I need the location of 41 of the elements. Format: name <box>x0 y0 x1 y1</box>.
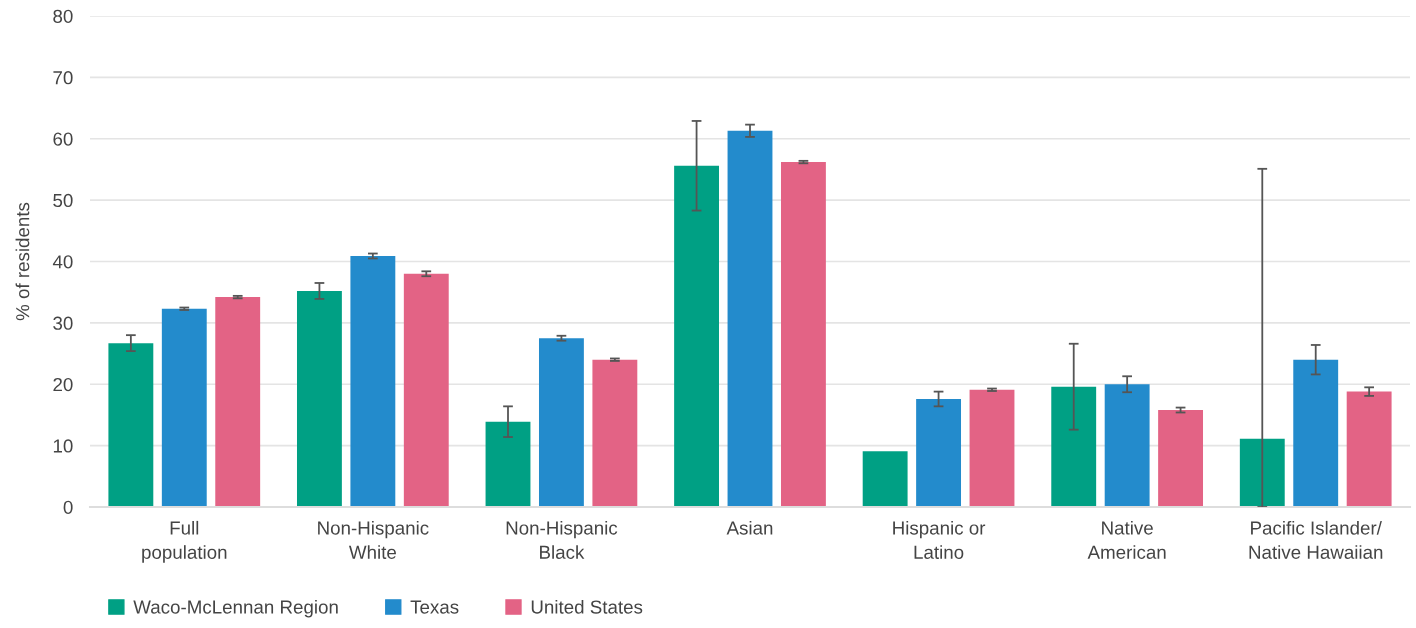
y-tick-label: 10 <box>53 439 73 453</box>
bar <box>780 162 826 507</box>
bar <box>1346 391 1392 507</box>
x-tick-label: Non-Hispanic Black <box>506 520 618 559</box>
y-tick-label: 60 <box>53 132 73 146</box>
legend-label: United States <box>531 599 643 614</box>
bar <box>727 130 773 507</box>
y-tick-label: 50 <box>53 193 73 208</box>
x-tick-label: Pacific Islander/ Native Hawaiian <box>1249 520 1383 559</box>
bar <box>592 359 638 507</box>
bar <box>916 398 962 507</box>
bar <box>1293 359 1339 507</box>
bar <box>1239 438 1285 507</box>
bar <box>485 421 531 507</box>
x-tick-label: Native American <box>1087 520 1166 559</box>
bar <box>538 338 584 507</box>
y-tick-label: 70 <box>53 71 73 85</box>
y-tick-label: 30 <box>53 316 73 330</box>
bar <box>674 165 720 507</box>
bar <box>215 297 261 507</box>
bar <box>1158 410 1204 507</box>
y-tick-label: 0 <box>63 500 73 514</box>
bar <box>1104 384 1150 507</box>
bar <box>862 451 908 507</box>
y-axis-title: % of residents <box>15 202 30 321</box>
bar <box>108 343 154 507</box>
bar <box>1051 386 1097 507</box>
x-tick-label: Hispanic or Latino <box>893 520 986 559</box>
bar <box>350 255 396 507</box>
bar <box>296 290 342 507</box>
y-tick-label: 40 <box>52 255 73 269</box>
bar <box>969 389 1015 507</box>
y-tick-label: 20 <box>53 377 73 392</box>
legend-label: Texas <box>410 600 459 614</box>
bar <box>161 308 207 507</box>
x-tick-label: Non-Hispanic White <box>318 520 429 559</box>
legend-label: Waco-McLennan Region <box>133 599 338 618</box>
y-tick-label: 80 <box>53 9 73 23</box>
x-tick-label: Full population <box>142 520 227 563</box>
bar <box>403 273 449 507</box>
x-tick-label: Asian <box>726 520 773 535</box>
